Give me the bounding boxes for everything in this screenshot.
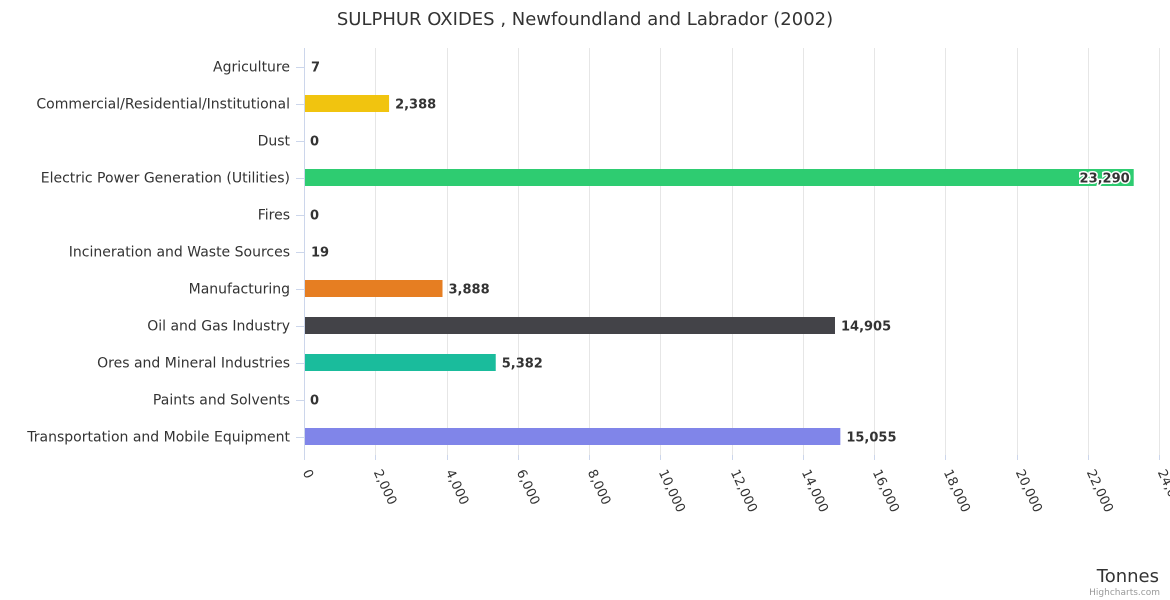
data-label: 0 xyxy=(310,394,319,409)
category-label: Ores and Mineral Industries xyxy=(97,356,290,372)
bar[interactable] xyxy=(305,280,443,297)
x-tick-label: 16,000 xyxy=(869,467,902,515)
x-tick-label: 22,000 xyxy=(1083,467,1116,515)
bar[interactable] xyxy=(305,95,390,112)
grid-lines xyxy=(296,48,1160,460)
x-tick-label: 10,000 xyxy=(655,467,688,515)
bar[interactable] xyxy=(305,317,835,334)
data-labels: 7 2,388 0 23,290 0 19 3,888 14,905 5,382 0 15,055 xyxy=(310,61,1131,446)
value-axis-title: Tonnes xyxy=(1096,566,1159,587)
data-label: 3,888 xyxy=(449,283,490,298)
data-label: 0 xyxy=(310,135,319,150)
category-labels: Agriculture Commercial/Residential/Instit… xyxy=(26,60,290,446)
bars xyxy=(305,95,1134,445)
x-tick-label: 14,000 xyxy=(798,467,831,515)
category-label: Electric Power Generation (Utilities) xyxy=(41,171,290,187)
data-label: 15,055 xyxy=(846,431,896,446)
data-label: 14,905 xyxy=(841,320,891,335)
category-label: Fires xyxy=(258,208,290,224)
bar[interactable] xyxy=(305,354,496,371)
x-tick-label: 12,000 xyxy=(727,467,760,515)
x-tick-label: 18,000 xyxy=(940,467,973,515)
data-label: 19 xyxy=(311,246,329,261)
data-label: 2,388 xyxy=(395,98,436,113)
category-label: Manufacturing xyxy=(189,282,290,298)
category-label: Transportation and Mobile Equipment xyxy=(26,430,290,446)
bar[interactable] xyxy=(305,428,841,445)
category-label: Incineration and Waste Sources xyxy=(69,245,290,261)
data-label: 0 xyxy=(310,209,319,224)
data-label: 7 xyxy=(311,61,320,76)
category-label: Commercial/Residential/Institutional xyxy=(36,97,290,113)
data-label: 5,382 xyxy=(502,357,543,372)
tick-labels: 0 2,000 4,000 6,000 8,000 10,000 12,000 14,000 1… xyxy=(299,467,1170,515)
category-label: Oil and Gas Industry xyxy=(147,319,290,335)
data-label: 23,290 xyxy=(1080,172,1130,187)
credits-link[interactable]: Highcharts.com xyxy=(1089,588,1160,598)
category-label: Agriculture xyxy=(213,60,290,76)
x-tick-label: 2,000 xyxy=(370,467,399,507)
x-tick-label: 8,000 xyxy=(584,467,613,507)
bar[interactable] xyxy=(305,169,1134,186)
category-label: Dust xyxy=(258,134,291,150)
x-tick-label: 4,000 xyxy=(442,467,471,507)
category-label: Paints and Solvents xyxy=(153,393,290,409)
x-tick-label: 20,000 xyxy=(1012,467,1045,515)
x-tick-label: 24,000 xyxy=(1154,467,1170,515)
x-tick-label: 6,000 xyxy=(513,467,542,507)
chart-title: SULPHUR OXIDES , Newfoundland and Labrad… xyxy=(337,9,833,30)
x-tick-label: 0 xyxy=(299,467,316,481)
